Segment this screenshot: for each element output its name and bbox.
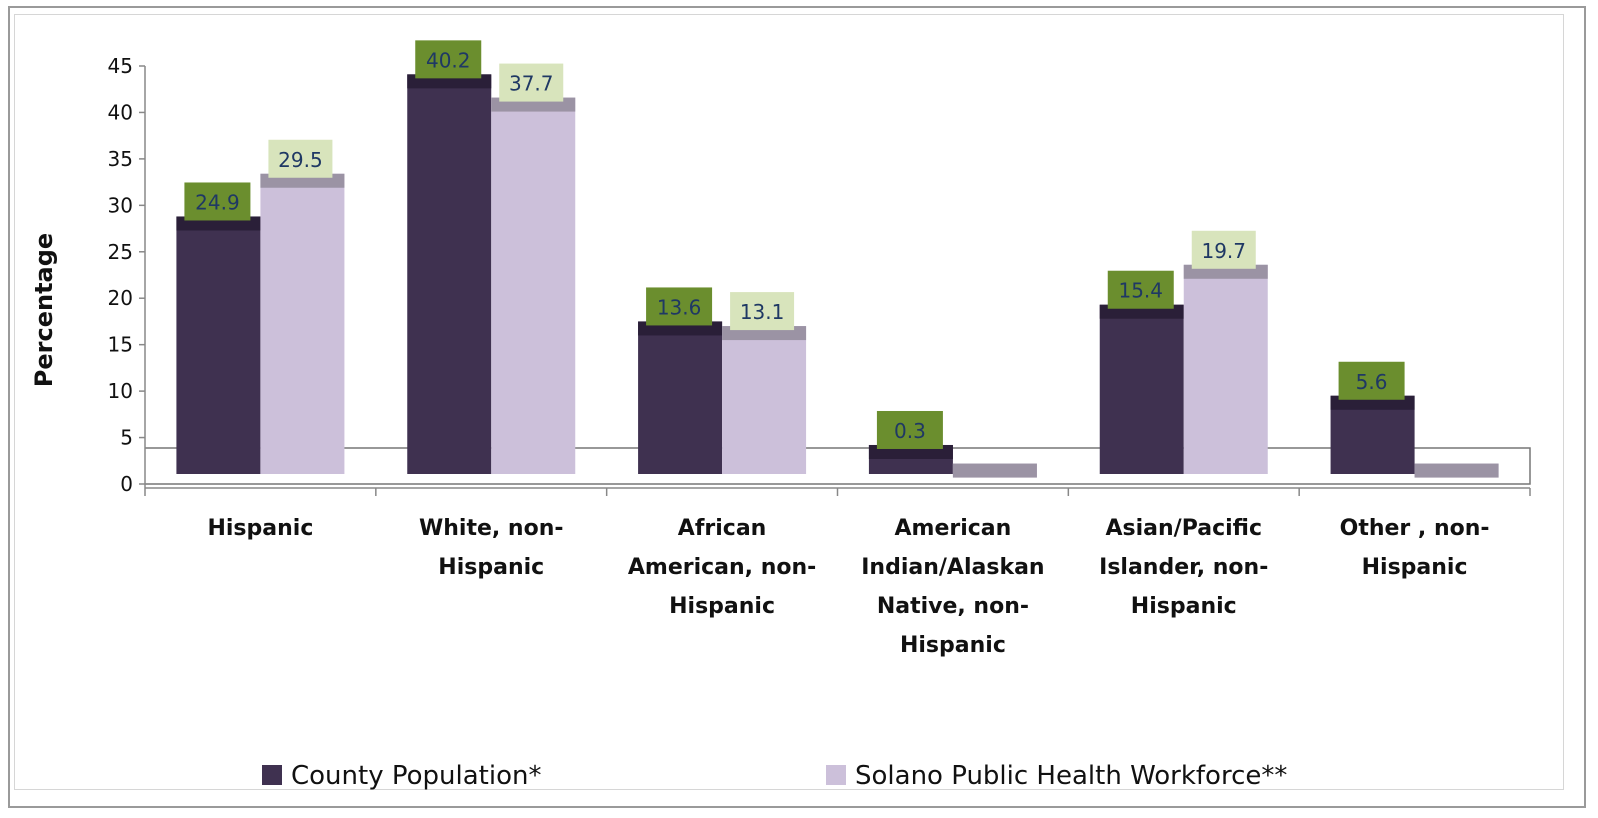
bars-group [176, 74, 1499, 478]
y-tick-label-15: 15 [108, 333, 133, 357]
x-tick-label-american-indian-alaskan-native-non-hispanic: American Indian/Alaskan Native, non-Hispan… [861, 516, 1044, 658]
bar-solano-public-health-workforce-hispanic [260, 173, 345, 475]
bar-solano-public-health-workforce-asian-pacific-islander-non-hispanic [1183, 264, 1268, 474]
y-tick-label-5: 5 [120, 426, 133, 450]
data-label-box-county-population-american-indian-alaskan-native-non-hispanic [876, 410, 943, 449]
data-label-solano-public-health-workforce-asian-pacific-islander-non-hispanic: 19.7 [1201, 239, 1246, 263]
y-tick-label-20: 20 [108, 286, 133, 310]
bar-county-population-hispanic [176, 216, 261, 475]
data-label-box-county-population-asian-pacific-islander-non-hispanic [1107, 270, 1174, 309]
y-tick-label-0: 0 [120, 472, 133, 496]
legend-swatch-public-health-workforce [826, 765, 846, 785]
data-label-box-county-population-african-american-non-hispanic [646, 287, 713, 326]
y-tick-label-35: 35 [108, 147, 133, 171]
data-label-county-population-american-indian-alaskan-native-non-hispanic: 0.3 [894, 419, 926, 443]
x-tick-label-asian-pacific-islander-non-hispanic: Asian/Pacific Islander, non-Hispanic [1099, 516, 1268, 619]
bar-cap-solano-public-health-workforce-other-non-hispanic [1414, 463, 1499, 478]
y-tick-label-10: 10 [108, 379, 133, 403]
data-labels-group: 24.9 29.5 40.2 37.7 13.6 13.1 0.3 15.4 19.7 5.6 [184, 40, 1405, 449]
data-label-county-population-african-american-non-hispanic: 13.6 [657, 295, 702, 319]
legend-label-county-population: County Population* [291, 761, 541, 791]
data-label-county-population-asian-pacific-islander-non-hispanic: 15.4 [1118, 279, 1163, 303]
x-tick-label-african-american-non-hispanic: African American, non-Hispanic [628, 516, 816, 619]
legend: County Population* Solano Public Health … [262, 761, 1287, 791]
data-label-county-population-hispanic: 24.9 [195, 190, 240, 214]
plot-area-border [14, 14, 1564, 790]
bar-county-population-african-american-non-hispanic [638, 321, 723, 474]
x-tick-label-other-non-hispanic: Other , non-Hispanic [1340, 516, 1490, 580]
data-label-solano-public-health-workforce-hispanic: 29.5 [278, 148, 323, 172]
chart-floor [145, 447, 1531, 485]
bar-solano-public-health-workforce-white-non-hispanic [491, 97, 576, 475]
y-axis-label: Percentage [30, 233, 58, 387]
x-tick-label-white-non-hispanic: White, non-Hispanic [419, 516, 564, 580]
y-tick-label-30: 30 [108, 193, 133, 217]
x-tick-label-hispanic: Hispanic [207, 516, 313, 541]
data-label-county-population-other-non-hispanic: 5.6 [1356, 370, 1388, 394]
axes-group: 0 5 10 15 20 25 30 35 40 45 Hispanic White, non-His… [108, 54, 1531, 658]
y-tick-label-40: 40 [108, 100, 133, 124]
y-tick-label-25: 25 [108, 240, 133, 264]
data-label-county-population-white-non-hispanic: 40.2 [426, 48, 471, 72]
data-label-box-solano-public-health-workforce-asian-pacific-islander-non-hispanic [1191, 230, 1256, 269]
bar-county-population-asian-pacific-islander-non-hispanic [1099, 304, 1184, 474]
data-label-box-solano-public-health-workforce-hispanic [268, 139, 333, 178]
data-label-box-solano-public-health-workforce-african-american-non-hispanic [730, 292, 795, 331]
data-label-box-county-population-other-non-hispanic [1338, 361, 1405, 400]
data-label-solano-public-health-workforce-white-non-hispanic: 37.7 [509, 72, 554, 96]
bar-county-population-white-non-hispanic [407, 74, 492, 475]
data-label-box-county-population-hispanic [184, 182, 251, 221]
data-label-box-county-population-white-non-hispanic [415, 40, 482, 79]
bar-solano-public-health-workforce-african-american-non-hispanic [722, 326, 807, 474]
legend-label-public-health-workforce: Solano Public Health Workforce** [855, 761, 1287, 791]
data-label-box-solano-public-health-workforce-white-non-hispanic [499, 63, 564, 102]
y-tick-label-45: 45 [108, 54, 133, 78]
data-label-solano-public-health-workforce-african-american-non-hispanic: 13.1 [740, 300, 785, 324]
chart-floor-outline [145, 447, 1531, 485]
bar-cap-solano-public-health-workforce-american-indian-alaskan-native-non-hispanic [952, 463, 1037, 478]
legend-swatch-county-population [262, 765, 282, 785]
